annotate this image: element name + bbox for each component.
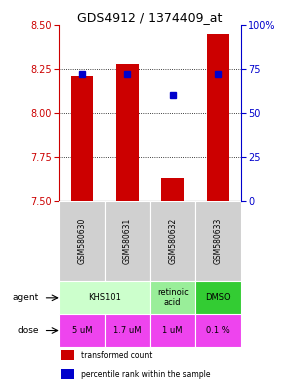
- Bar: [105, 201, 150, 281]
- Text: percentile rank within the sample: percentile rank within the sample: [81, 370, 211, 379]
- Text: 1 uM: 1 uM: [162, 326, 183, 335]
- Text: 5 uM: 5 uM: [72, 326, 92, 335]
- Text: 0.1 %: 0.1 %: [206, 326, 230, 335]
- Text: GSM580633: GSM580633: [213, 218, 222, 265]
- Bar: [105, 314, 150, 347]
- Text: dose: dose: [18, 326, 39, 335]
- Bar: [116, 64, 139, 201]
- Text: GSM580631: GSM580631: [123, 218, 132, 264]
- Text: GSM580630: GSM580630: [78, 218, 87, 265]
- Text: GSM580632: GSM580632: [168, 218, 177, 264]
- Bar: [61, 369, 74, 379]
- Text: transformed count: transformed count: [81, 351, 153, 360]
- Bar: [195, 201, 241, 281]
- Bar: [195, 314, 241, 347]
- Bar: [59, 201, 105, 281]
- Title: GDS4912 / 1374409_at: GDS4912 / 1374409_at: [77, 11, 223, 24]
- Text: DMSO: DMSO: [205, 293, 231, 302]
- Text: 1.7 uM: 1.7 uM: [113, 326, 142, 335]
- Bar: [59, 281, 150, 314]
- Bar: [195, 281, 241, 314]
- Bar: [59, 314, 105, 347]
- Bar: [150, 201, 195, 281]
- Text: agent: agent: [13, 293, 39, 302]
- Bar: [162, 178, 184, 201]
- Bar: [61, 350, 74, 360]
- Text: KHS101: KHS101: [88, 293, 121, 302]
- Bar: [71, 76, 93, 201]
- Bar: [207, 34, 229, 201]
- Bar: [150, 314, 195, 347]
- Bar: [150, 281, 195, 314]
- Text: retinoic
acid: retinoic acid: [157, 288, 188, 307]
